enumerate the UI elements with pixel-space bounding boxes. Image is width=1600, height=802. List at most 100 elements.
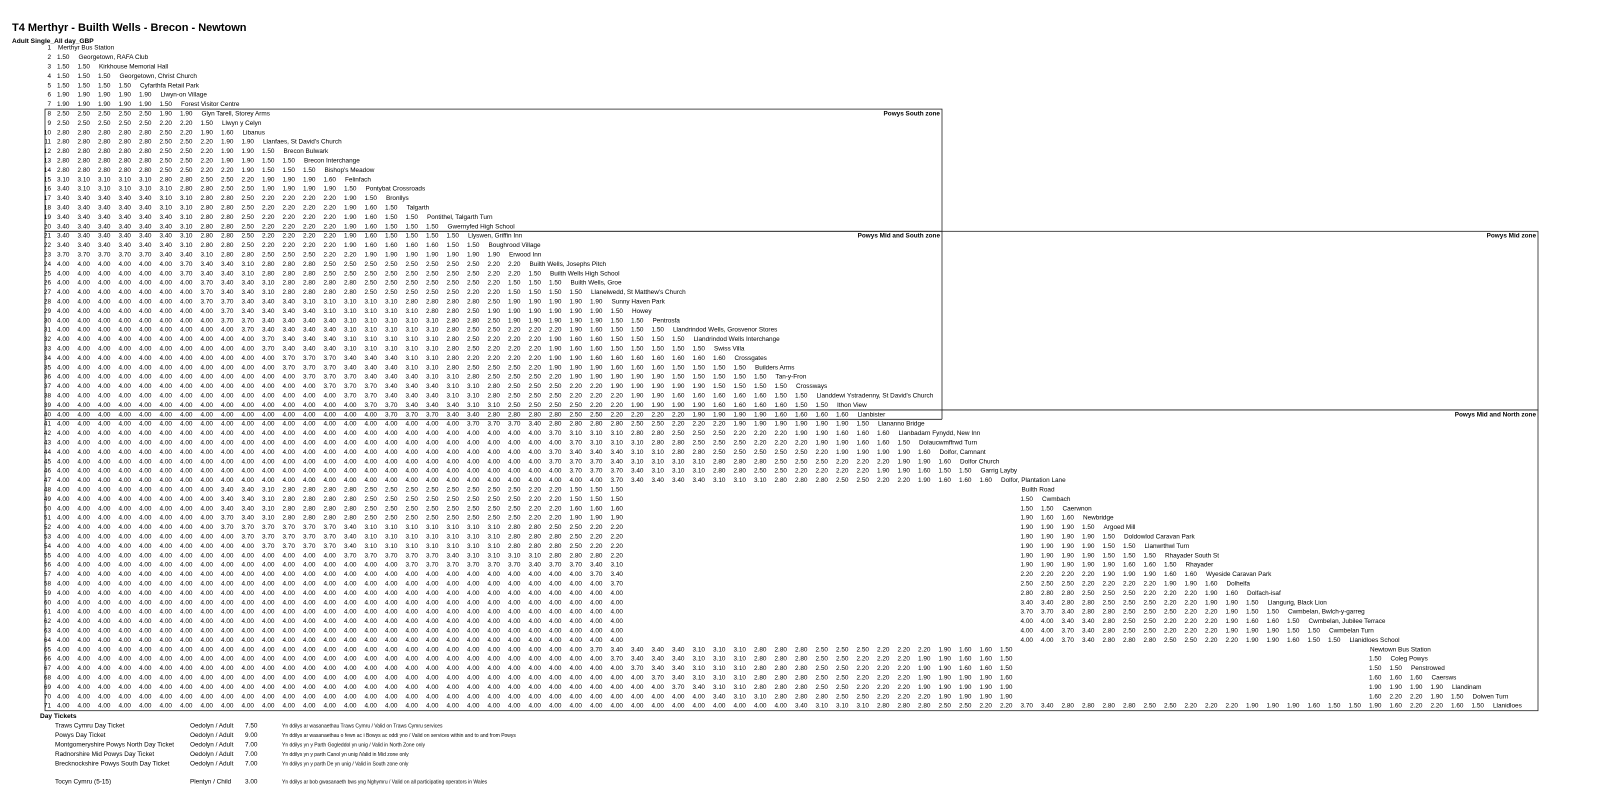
stop-name: Cwmbelan, Bwlch-y-garreg xyxy=(1288,609,1365,616)
fare: 4.00 xyxy=(139,430,152,437)
fare: 4.00 xyxy=(324,562,337,569)
fare: 4.00 xyxy=(180,674,193,681)
fare: 2.50 xyxy=(857,693,870,700)
fare: 3.40 xyxy=(324,345,337,352)
fare: 2.80 xyxy=(672,449,685,456)
fare: 4.00 xyxy=(406,590,419,597)
fare: 2.80 xyxy=(344,486,357,493)
fare: 3.10 xyxy=(611,430,624,437)
fare: 3.70 xyxy=(406,411,419,418)
fare: 2.80 xyxy=(324,496,337,503)
fare: 1.90 xyxy=(795,430,808,437)
fare: 1.60 xyxy=(939,458,952,465)
fare: 2.50 xyxy=(816,674,829,681)
fare: 3.40 xyxy=(385,374,398,381)
fare: 4.00 xyxy=(283,703,296,710)
fare: 2.80 xyxy=(529,411,542,418)
fare: 3.70 xyxy=(242,317,255,324)
fare: 4.00 xyxy=(139,656,152,663)
fare: 2.50 xyxy=(160,129,173,136)
fare: 1.60 xyxy=(713,355,726,362)
fare: 4.00 xyxy=(488,571,501,578)
fare: 2.80 xyxy=(57,139,70,146)
stop-name: Rhayader xyxy=(1186,562,1215,569)
fare: 1.60 xyxy=(570,505,583,512)
fare: 2.20 xyxy=(590,543,603,550)
fare: 1.90 xyxy=(590,515,603,522)
fare: 2.50 xyxy=(529,383,542,390)
fare: 4.00 xyxy=(180,280,193,287)
stop-number: 65 xyxy=(44,646,52,653)
fare: 2.80 xyxy=(652,439,665,446)
fare: 1.90 xyxy=(1021,533,1034,540)
fare: 4.00 xyxy=(139,552,152,559)
fare: 2.20 xyxy=(344,251,357,258)
fare: 2.80 xyxy=(754,646,767,653)
fare: 4.00 xyxy=(119,261,132,268)
fare: 2.20 xyxy=(1144,580,1157,587)
fare: 4.00 xyxy=(508,637,521,644)
fare: 2.50 xyxy=(406,270,419,277)
fare: 4.00 xyxy=(221,703,234,710)
stop-number: 18 xyxy=(44,204,52,211)
fare: 2.80 xyxy=(221,233,234,240)
fare: 3.10 xyxy=(385,317,398,324)
fare: 4.00 xyxy=(467,665,480,672)
fare: 1.90 xyxy=(980,684,993,691)
fare: 1.50 xyxy=(631,327,644,334)
fare: 3.10 xyxy=(180,233,193,240)
fare: 3.40 xyxy=(1062,618,1075,625)
fare: 4.00 xyxy=(160,637,173,644)
fare: 2.20 xyxy=(262,233,275,240)
fare: 1.50 xyxy=(631,317,644,324)
fare: 3.70 xyxy=(303,374,316,381)
fare: 4.00 xyxy=(488,430,501,437)
fare: 4.00 xyxy=(447,477,460,484)
fare: 1.60 xyxy=(611,505,624,512)
fare: 4.00 xyxy=(119,637,132,644)
fare: 3.70 xyxy=(549,562,562,569)
fare: 3.10 xyxy=(693,646,706,653)
fare: 1.90 xyxy=(836,439,849,446)
fare: 1.50 xyxy=(385,223,398,230)
fare: 1.50 xyxy=(201,120,214,127)
fare: 4.00 xyxy=(180,392,193,399)
fare: 1.50 xyxy=(262,148,275,155)
fare: 3.10 xyxy=(180,242,193,249)
fare: 4.00 xyxy=(406,609,419,616)
fare: 4.00 xyxy=(488,627,501,634)
fare: 2.80 xyxy=(160,176,173,183)
fare: 3.40 xyxy=(57,186,70,193)
fare: 4.00 xyxy=(324,609,337,616)
fare: 1.90 xyxy=(1000,693,1013,700)
fare: 2.80 xyxy=(221,195,234,202)
fare: 3.10 xyxy=(426,336,439,343)
stop-name: Dolaucwmffrwd Turn xyxy=(919,439,978,446)
fare: 4.00 xyxy=(385,693,398,700)
fare: 1.60 xyxy=(1062,515,1075,522)
fare: 4.00 xyxy=(160,515,173,522)
fare: 2.80 xyxy=(549,421,562,428)
fare: 2.80 xyxy=(201,214,214,221)
fare: 4.00 xyxy=(283,392,296,399)
fare: 3.10 xyxy=(590,430,603,437)
fare: 1.50 xyxy=(693,345,706,352)
fare: 4.00 xyxy=(467,580,480,587)
fare: 2.80 xyxy=(119,148,132,155)
fare: 4.00 xyxy=(221,580,234,587)
fare: 3.10 xyxy=(447,543,460,550)
fare: 2.20 xyxy=(303,195,316,202)
fare: 2.80 xyxy=(221,251,234,258)
fare: 1.90 xyxy=(201,129,214,136)
fare: 4.00 xyxy=(139,637,152,644)
fare: 4.00 xyxy=(221,449,234,456)
fare: 1.90 xyxy=(406,251,419,258)
fare: 2.80 xyxy=(98,129,111,136)
fare: 4.00 xyxy=(324,703,337,710)
fare: 2.50 xyxy=(180,167,193,174)
fare: 4.00 xyxy=(426,684,439,691)
fare: 4.00 xyxy=(385,590,398,597)
fare: 4.00 xyxy=(324,580,337,587)
fare: 1.50 xyxy=(1328,703,1341,710)
fare: 3.40 xyxy=(529,421,542,428)
